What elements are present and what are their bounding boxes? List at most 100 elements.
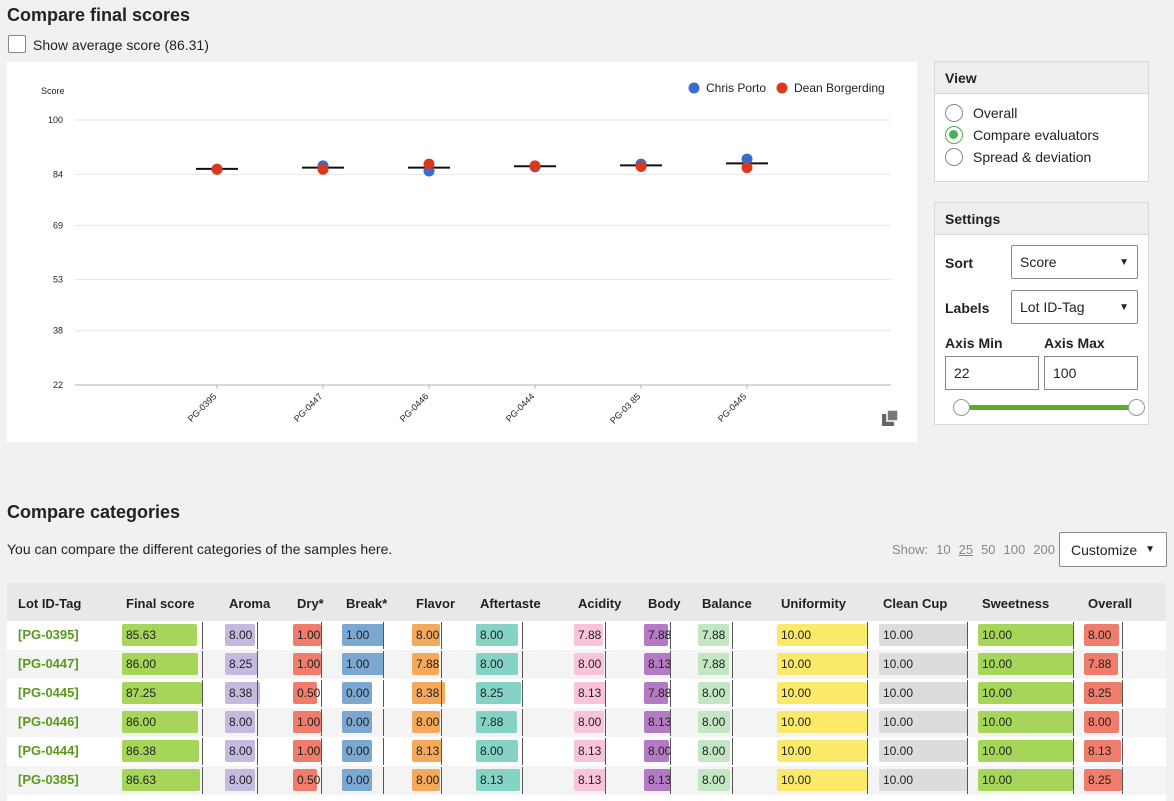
column-header[interactable]: Acidity — [578, 596, 622, 611]
lot-id-link[interactable]: [PG-0447] — [18, 656, 79, 671]
cell-average-marker — [1122, 680, 1123, 707]
column-header[interactable]: Overall — [1088, 596, 1133, 611]
legend-label: Chris Porto — [706, 81, 766, 95]
lot-id-link[interactable]: [PG-0444] — [18, 743, 79, 758]
view-option-spread-deviation[interactable]: Spread & deviation — [945, 146, 1138, 168]
cell-average-marker — [202, 709, 203, 736]
score-cell: 10.00 — [879, 769, 967, 791]
lot-id-link[interactable]: [PG-0445] — [18, 685, 79, 700]
axis-max-input[interactable]: 100 — [1044, 356, 1138, 390]
table-row[interactable]: [PG-0395] 85.63 8.00 1.00 1.00 8.00 8.00 7.88 7.… — [7, 621, 1166, 650]
table-row[interactable]: [PG-0385] 86.63 8.00 0.50 0.00 8.00 8.13 8.13 8.… — [7, 766, 1166, 795]
table-row[interactable]: [PG-0444] 86.38 8.00 1.00 0.00 8.13 8.00 8.13 8.… — [7, 737, 1166, 766]
y-tick-label: 22 — [53, 380, 63, 390]
score-cell: 8.00 — [412, 711, 440, 733]
cell-average-marker — [1122, 767, 1123, 794]
labels-select[interactable]: Lot ID-Tag ▼ — [1011, 290, 1138, 324]
page-size-25[interactable]: 25 — [958, 542, 974, 557]
customize-button[interactable]: Customize ▼ — [1059, 532, 1167, 567]
score-cell: 8.25 — [1084, 769, 1122, 791]
column-header[interactable]: Break* — [346, 596, 388, 611]
axis-min-label: Axis Min — [945, 335, 1003, 351]
page-size-200[interactable]: 200 — [1033, 542, 1055, 557]
cell-average-marker — [605, 622, 606, 649]
radio-icon[interactable] — [945, 104, 963, 122]
score-cell: 0.00 — [342, 740, 372, 762]
cell-average-marker — [605, 680, 606, 707]
score-cell: 7.88 — [574, 624, 603, 646]
lot-id-link[interactable]: [PG-0385] — [18, 772, 79, 787]
column-header[interactable]: Body — [648, 596, 681, 611]
score-cell: 0.00 — [342, 682, 372, 704]
column-header[interactable]: Balance — [702, 596, 752, 611]
table-row[interactable]: [PG-0445] 87.25 8.38 0.50 0.00 8.38 8.25 8.13 7.… — [7, 679, 1166, 708]
axis-range-slider-track[interactable] — [961, 405, 1137, 410]
score-cell: 8.13 — [574, 682, 606, 704]
column-header[interactable]: Uniformity — [781, 596, 846, 611]
page-size-100[interactable]: 100 — [1003, 542, 1026, 557]
export-icon[interactable] — [880, 408, 900, 428]
axis-min-input[interactable]: 22 — [945, 356, 1039, 390]
score-cell: 8.38 — [225, 682, 260, 704]
sort-select[interactable]: Score ▼ — [1011, 245, 1138, 279]
view-option-overall[interactable]: Overall — [945, 102, 1138, 124]
score-cell: 8.00 — [644, 740, 671, 762]
view-option-compare-evaluators[interactable]: Compare evaluators — [945, 124, 1138, 146]
cell-average-marker — [383, 709, 384, 736]
cell-average-marker — [321, 651, 322, 678]
x-tick-label: PG-0446 — [398, 391, 431, 424]
table-row[interactable]: [PG-0447] 86.00 8.25 1.00 1.00 7.88 8.00 8.00 8.… — [7, 650, 1166, 679]
score-cell: 8.13 — [644, 653, 671, 675]
score-cell: 8.00 — [476, 624, 518, 646]
axis-max-slider-handle[interactable] — [1128, 399, 1145, 416]
column-header[interactable]: Flavor — [416, 596, 456, 611]
cell-average-marker — [1073, 767, 1074, 794]
column-header[interactable]: Clean Cup — [883, 596, 948, 611]
score-cell: 8.00 — [698, 740, 730, 762]
radio-icon[interactable] — [945, 148, 963, 166]
cell-average-marker — [321, 680, 322, 707]
cell-average-marker — [383, 651, 384, 678]
lot-id-link[interactable]: [PG-0446] — [18, 714, 79, 729]
cell-average-marker — [1073, 738, 1074, 765]
cell-average-marker — [670, 709, 671, 736]
show-average-checkbox[interactable] — [8, 35, 26, 53]
categories-table: Lot ID-Tag Final score Aroma Dry* Break* Flav… — [7, 583, 1166, 801]
dropdown-caret-icon: ▼ — [1145, 544, 1156, 555]
score-cell: 86.38 — [122, 740, 200, 762]
cell-average-marker — [257, 767, 258, 794]
column-header[interactable]: Aftertaste — [480, 596, 541, 611]
y-tick-label: 100 — [48, 115, 63, 125]
cell-average-marker — [441, 680, 442, 707]
data-point — [635, 161, 647, 173]
score-cell: 10.00 — [978, 653, 1073, 675]
cell-average-marker — [441, 767, 442, 794]
score-cell: 10.00 — [978, 624, 1073, 646]
cell-average-marker — [522, 651, 523, 678]
column-header[interactable]: Lot ID-Tag — [18, 596, 82, 611]
cell-average-marker — [257, 680, 258, 707]
cell-average-marker — [867, 738, 868, 765]
column-header[interactable]: Aroma — [229, 596, 271, 611]
page-size-10[interactable]: 10 — [936, 542, 951, 557]
page-size-50[interactable]: 50 — [981, 542, 996, 557]
radio-selected-icon[interactable] — [945, 126, 963, 144]
score-cell: 8.00 — [698, 769, 730, 791]
cell-average-marker — [732, 709, 733, 736]
score-cell: 8.00 — [476, 653, 518, 675]
page-size-options: Show: 10 25 50 100 200 — [892, 542, 1055, 557]
column-header[interactable]: Sweetness — [982, 596, 1050, 611]
score-cell: 7.88 — [644, 624, 671, 646]
lot-id-link[interactable]: [PG-0395] — [18, 627, 79, 642]
table-row[interactable]: [PG-0446] 86.00 8.00 1.00 0.00 8.00 7.88 8.00 8.… — [7, 708, 1166, 737]
dropdown-caret-icon: ▼ — [1119, 301, 1129, 313]
cell-average-marker — [605, 767, 606, 794]
score-cell: 8.00 — [698, 682, 730, 704]
column-header[interactable]: Final score — [126, 596, 195, 611]
column-header[interactable]: Dry* — [297, 596, 324, 611]
axis-min-slider-handle[interactable] — [953, 399, 970, 416]
cell-average-marker — [321, 738, 322, 765]
dropdown-caret-icon: ▼ — [1119, 256, 1129, 268]
cell-average-marker — [202, 738, 203, 765]
score-cell: 8.00 — [574, 653, 604, 675]
